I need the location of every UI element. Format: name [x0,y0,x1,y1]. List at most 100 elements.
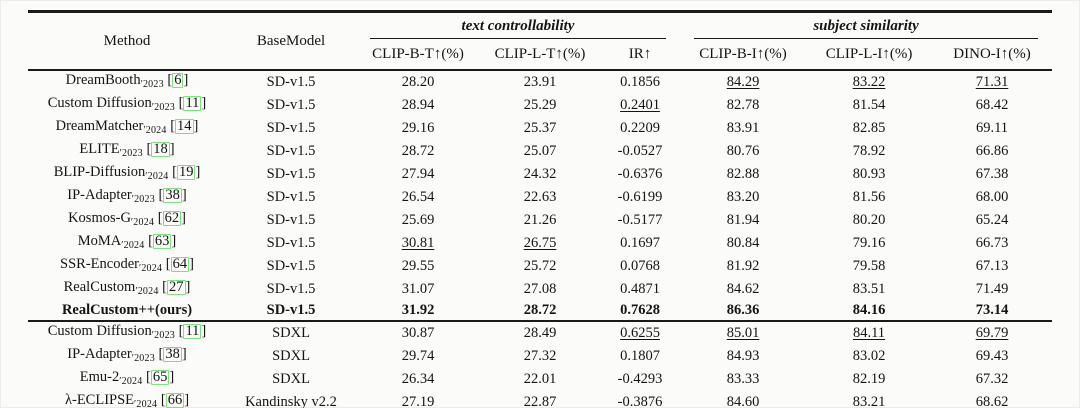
metric-value: 28.72 [523,302,557,318]
metric-value-cell: 0.6255 [600,320,681,345]
metric-value-cell: -0.5177 [600,209,680,232]
metric-value-cell: 27.08 [480,278,600,301]
table-row: RealCustom++(ours) SD-v1.5 31.92 28.72 0.762… [28,301,1052,321]
citation-link[interactable]: [27] [162,279,191,295]
metric-value: 80.76 [726,143,760,159]
metric-value-cell: 82.88 [680,163,806,186]
metric-value-cell: 28.49 [480,320,600,345]
metric-value: 67.38 [975,166,1009,182]
table-row: Kosmos-G′2024 [62] SD-v1.5 25.69 21.26 -0.51… [28,209,1052,232]
metric-value: 86.36 [726,302,760,318]
citation-link[interactable]: [38] [158,187,187,203]
metric-value-cell: 0.2401 [600,94,680,117]
metric-value: 25.72 [523,258,557,274]
metric-value: 67.13 [975,258,1009,274]
metric-value-cell: 30.87 [356,320,480,345]
metric-value-cell: 0.2209 [600,117,680,140]
citation-link[interactable]: [19] [172,164,201,180]
metric-value: 0.2209 [620,120,660,136]
method-year-subscript: ′2024 [119,376,143,387]
col-header-dino-i: DINO-I↑(%) [932,39,1053,71]
metric-value-cell: 27.94 [356,163,480,186]
method-cell: Custom Diffusion′2023 [11] [28,94,226,117]
table-row: DreamBooth′2023 [6] SD-v1.5 28.20 23.91 0.18… [28,70,1052,94]
citation-link[interactable]: [65] [146,369,175,385]
metric-value: 68.42 [975,97,1009,113]
metric-value-cell: 25.29 [480,94,600,117]
metric-value: 0.4871 [620,281,660,297]
method-year-subscript: ′2023 [131,353,155,364]
metric-value: 27.19 [401,394,435,408]
metric-value: 83.91 [726,120,760,136]
metric-value: -0.6376 [617,166,663,182]
metric-value: 29.16 [401,120,435,136]
metric-value-cell: 81.92 [680,255,806,278]
citation-link[interactable]: [14] [170,118,199,134]
citation-link[interactable]: [64] [165,256,194,272]
metric-value-cell: 84.29 [680,70,806,94]
basemodel-cell: SD-v1.5 [266,212,316,228]
metric-value-cell: 27.19 [356,391,480,408]
metric-value-cell: -0.0527 [600,140,680,163]
metric-value: 22.01 [523,371,557,387]
metric-value: 66.73 [975,235,1009,251]
metric-value-cell: 69.43 [932,345,1052,368]
citation-link[interactable]: [63] [148,233,177,249]
metric-value: 84.60 [726,394,760,408]
metric-value: 73.14 [975,302,1009,318]
metric-value: 29.74 [401,348,435,364]
citation-link[interactable]: [62] [157,210,186,226]
metric-value: 28.20 [401,74,435,90]
citation-link[interactable]: [11] [178,323,207,339]
method-year-subscript: ′2023 [151,330,175,341]
metric-value-cell: 26.34 [356,368,480,391]
metric-value: 83.33 [726,371,760,387]
metric-value: 85.01 [726,325,760,341]
method-cell: Custom Diffusion′2023 [11] [28,320,226,345]
metric-value: 65.24 [975,212,1009,228]
basemodel-cell: SD-v1.5 [266,143,316,159]
citation-link[interactable]: [18] [146,141,175,157]
metric-value-cell: 82.78 [680,94,806,117]
metric-value: 30.81 [401,235,435,251]
metric-value: 22.87 [523,394,557,408]
metric-value: 28.49 [523,325,557,341]
metric-value-cell: 84.60 [680,391,806,408]
metric-value-cell: 68.42 [932,94,1052,117]
metric-value: 66.86 [975,143,1009,159]
metric-value-cell: 23.91 [480,70,600,94]
method-name: DreamBooth [65,72,141,88]
metric-value-cell: 24.32 [480,163,600,186]
method-name: MoMA [77,233,122,249]
metric-value-cell: 81.94 [680,209,806,232]
basemodel-cell: SD-v1.5 [266,120,316,136]
method-cell: RealCustom++(ours) [28,301,226,321]
citation-link[interactable]: [11] [178,95,207,111]
basemodel-cell: Kandinsky v2.2 [245,394,337,408]
method-name: Kosmos-G [68,210,131,226]
metric-value: 0.1856 [620,74,660,90]
citation-link[interactable]: [66] [160,392,190,408]
citation-link[interactable]: [38] [158,346,187,362]
metric-value: 82.88 [726,166,760,182]
metric-value-cell: 30.81 [356,232,480,255]
method-name: Emu-2 [79,369,120,385]
metric-value: 26.75 [523,235,557,251]
metric-value: -0.0527 [617,143,663,159]
method-year-subscript: ′2024 [138,263,163,274]
metric-value-cell: 79.58 [806,255,932,278]
metric-value-cell: 69.11 [932,117,1052,140]
metric-value-cell: 0.0768 [600,255,680,278]
method-year-subscript: ′2023 [140,79,164,90]
table-row: SSR-Encoder′2024 [64] SD-v1.5 29.55 25.72 0.… [28,255,1052,278]
citation-link[interactable]: [6] [167,72,189,88]
method-year-subscript: ′2023 [151,102,175,113]
benchmark-results-table: Method BaseModel text controllability su… [28,10,1053,408]
citation-number: 66 [165,392,185,408]
metric-value-cell: 21.26 [480,209,600,232]
method-cell: IP-Adapter′2023 [38] [28,186,226,209]
citation-number: 63 [152,233,172,249]
metric-value-cell: 67.32 [932,368,1052,391]
metric-value-cell: 84.93 [680,345,806,368]
metric-value-cell: 84.16 [806,301,932,321]
